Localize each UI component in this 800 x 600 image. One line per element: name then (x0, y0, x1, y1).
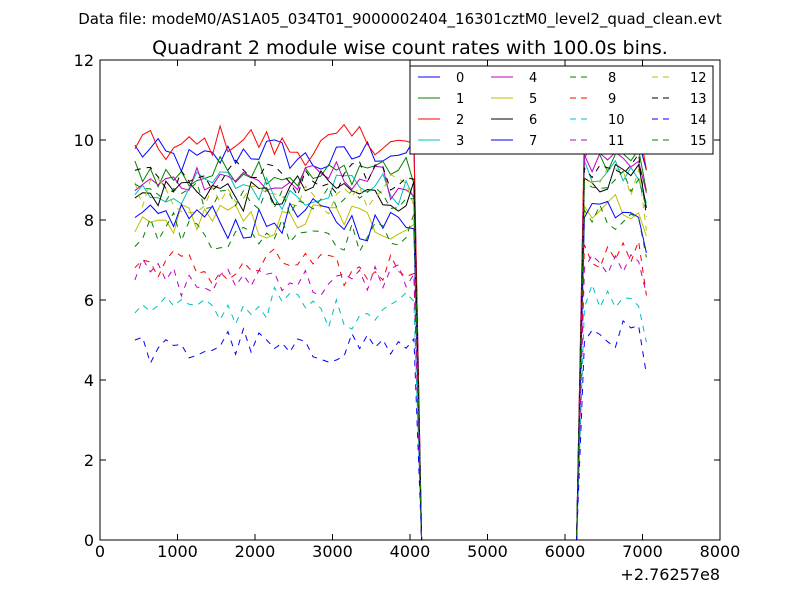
x-tick-label: 6000 (545, 542, 586, 561)
legend-box (409, 65, 714, 155)
legend-label-7: 7 (529, 134, 537, 149)
chart-suptitle: Data file: modeM0/AS1A05_034T01_90000024… (78, 10, 722, 29)
legend-label-1: 1 (456, 92, 464, 107)
series-line-14 (134, 319, 647, 541)
legend-label-8: 8 (608, 71, 616, 86)
y-tick-label: 6 (84, 291, 94, 310)
x-tick-label: 5000 (467, 542, 508, 561)
y-tick-label: 4 (84, 371, 94, 390)
y-tick-label: 0 (84, 531, 94, 550)
legend-label-14: 14 (690, 113, 707, 128)
legend-label-4: 4 (529, 71, 537, 86)
x-tick-label: 1000 (157, 542, 198, 561)
legend-label-5: 5 (529, 92, 537, 107)
legend-label-3: 3 (456, 134, 464, 149)
x-axis-offset-label: +2.76257e8 (620, 565, 720, 584)
x-tick-label: 8000 (700, 542, 741, 561)
x-tick-label: 7000 (622, 542, 663, 561)
x-tick-label: 2000 (235, 542, 276, 561)
y-tick-label: 10 (74, 131, 94, 150)
x-tick-label: 4000 (390, 542, 431, 561)
x-tick-label: 0 (95, 542, 105, 561)
y-tick-label: 2 (84, 451, 94, 470)
x-tick-label: 3000 (312, 542, 353, 561)
legend-label-2: 2 (456, 113, 464, 128)
y-tick-label: 8 (84, 211, 94, 230)
legend-label-9: 9 (608, 92, 616, 107)
legend-label-0: 0 (456, 71, 464, 86)
legend-label-15: 15 (690, 134, 707, 149)
legend-label-10: 10 (608, 113, 625, 128)
legend-label-11: 11 (608, 134, 625, 149)
chart-title: Quadrant 2 module wise count rates with … (152, 37, 668, 59)
y-tick-label: 12 (74, 51, 94, 70)
x-axis-ticks: 0 1000 2000 3000 4000 5000 6000 7000 8000 (95, 60, 740, 561)
legend-label-6: 6 (529, 113, 537, 128)
legend-label-12: 12 (690, 71, 707, 86)
legend-label-13: 13 (690, 92, 707, 107)
axes-frame (99, 59, 721, 541)
